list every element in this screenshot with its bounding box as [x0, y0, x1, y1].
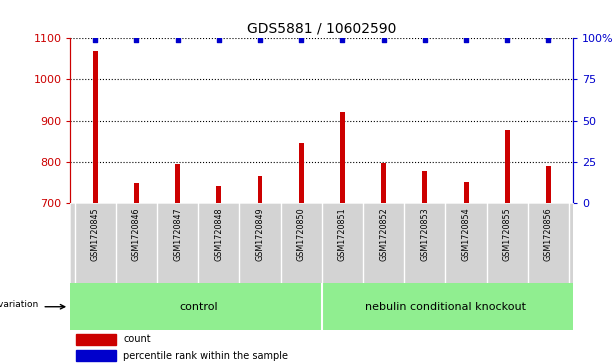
Point [420, 37, 430, 43]
Point [461, 37, 471, 43]
Point [132, 37, 142, 43]
Point [544, 37, 554, 43]
Point [173, 37, 183, 43]
Bar [257, 176, 262, 203]
Bar [340, 111, 345, 203]
Text: GSM1720855: GSM1720855 [503, 207, 512, 261]
Text: GSM1720847: GSM1720847 [173, 207, 182, 261]
Bar [134, 183, 139, 203]
Text: GSM1720845: GSM1720845 [91, 207, 100, 261]
Bar [422, 171, 427, 203]
Bar [175, 164, 180, 203]
Point [214, 37, 224, 43]
Text: GSM1720856: GSM1720856 [544, 207, 553, 261]
Point [379, 37, 389, 43]
Point [502, 37, 512, 43]
Point [338, 37, 348, 43]
Bar [93, 50, 97, 203]
Point [255, 37, 265, 43]
Text: GSM1720853: GSM1720853 [421, 207, 429, 261]
Text: nebulin conditional knockout: nebulin conditional knockout [365, 302, 526, 312]
Text: genotype/variation: genotype/variation [0, 300, 39, 309]
Bar [504, 130, 509, 203]
Text: GSM1720849: GSM1720849 [256, 207, 265, 261]
Text: GSM1720846: GSM1720846 [132, 207, 141, 261]
Bar [463, 182, 468, 203]
Text: count: count [123, 334, 151, 344]
Text: GSM1720854: GSM1720854 [462, 207, 471, 261]
Text: GSM1720851: GSM1720851 [338, 207, 347, 261]
Text: percentile rank within the sample: percentile rank within the sample [123, 351, 288, 361]
Text: control: control [179, 302, 218, 312]
Point [296, 37, 306, 43]
Text: GSM1720850: GSM1720850 [297, 207, 306, 261]
Bar [546, 166, 551, 203]
Text: GSM1720852: GSM1720852 [379, 207, 388, 261]
Bar [381, 163, 386, 203]
Point [90, 37, 100, 43]
Bar [75, 350, 116, 362]
Bar [216, 185, 221, 203]
Bar [299, 143, 303, 203]
Text: GSM1720848: GSM1720848 [215, 207, 223, 261]
Bar [75, 334, 116, 345]
Title: GDS5881 / 10602590: GDS5881 / 10602590 [247, 21, 397, 36]
